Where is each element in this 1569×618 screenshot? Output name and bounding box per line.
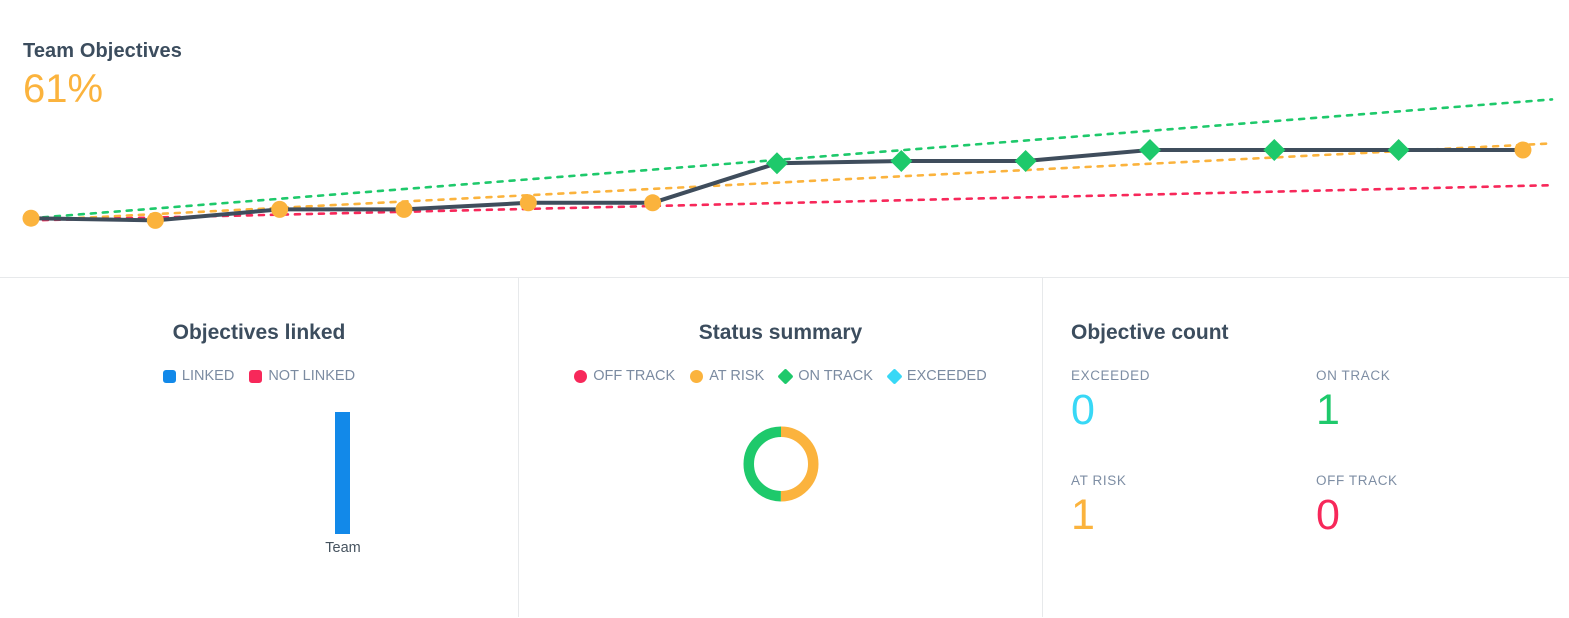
guide-line-at-risk-projection xyxy=(29,142,1554,222)
legend-label-off-track: OFF TRACK xyxy=(593,368,676,384)
stat-at-risk-value: 1 xyxy=(1071,491,1095,539)
data-point-7-on-track[interactable] xyxy=(765,152,788,175)
vertical-divider xyxy=(1042,278,1043,617)
data-point-10-on-track[interactable] xyxy=(1138,139,1161,161)
donut-slice-on-track[interactable] xyxy=(743,426,818,502)
not-linked-square-icon xyxy=(249,369,263,383)
bar-segment-linked[interactable] xyxy=(335,412,350,534)
stat-on-track-value: 1 xyxy=(1316,386,1340,434)
status-donut-chart[interactable] xyxy=(743,426,819,502)
guide-line-off-track-projection xyxy=(29,183,1554,222)
at-risk-circle-icon xyxy=(690,369,704,383)
objectives-linked-panel: Objectives linked LINKED NOT LINKED Team xyxy=(0,278,518,617)
data-point-3-at-risk[interactable] xyxy=(271,200,289,218)
legend-item-at-risk[interactable]: AT RISK xyxy=(690,367,764,385)
legend-item-off-track[interactable]: OFF TRACK xyxy=(574,367,675,385)
data-point-9-on-track[interactable] xyxy=(1014,150,1037,172)
data-point-5-at-risk[interactable] xyxy=(519,194,537,212)
data-point-11-on-track[interactable] xyxy=(1263,139,1286,161)
stat-exceeded: EXCEEDED 0 xyxy=(1071,367,1316,434)
objective-count-title: Objective count xyxy=(1071,321,1229,344)
team-objectives-trend-panel: Team Objectives 61% xyxy=(0,0,1569,278)
bar-category-label: Team xyxy=(325,540,361,556)
exceeded-diamond-icon xyxy=(886,367,903,385)
data-point-2-at-risk[interactable] xyxy=(146,211,164,229)
linked-bar-chart xyxy=(335,412,350,534)
vertical-divider xyxy=(518,278,519,617)
data-point-13-at-risk[interactable] xyxy=(1514,141,1532,159)
data-point-6-at-risk[interactable] xyxy=(644,194,662,212)
overall-progress-value: 61% xyxy=(23,67,104,111)
legend-label-linked: LINKED xyxy=(181,368,235,384)
page-title: Team Objectives xyxy=(23,40,182,62)
stat-at-risk-label: AT RISK xyxy=(1071,473,1127,488)
legend-label-not-linked: NOT LINKED xyxy=(268,368,356,384)
guide-line-on-track-projection xyxy=(29,98,1554,220)
stat-exceeded-value: 0 xyxy=(1071,386,1095,434)
linked-square-icon xyxy=(162,369,176,383)
stat-on-track: ON TRACK 1 xyxy=(1316,367,1561,434)
data-point-1-at-risk[interactable] xyxy=(22,209,40,227)
stat-off-track: OFF TRACK 0 xyxy=(1316,472,1561,539)
status-summary-panel: Status summary OFF TRACK AT RISK ON TRACK E… xyxy=(519,278,1042,617)
legend-item-linked[interactable]: LINKED xyxy=(162,367,235,385)
status-summary-legend: OFF TRACK AT RISK ON TRACK EXCEEDED xyxy=(519,367,1042,385)
legend-item-exceeded[interactable]: EXCEEDED xyxy=(886,367,987,385)
status-donut-wrap xyxy=(519,426,1042,502)
stat-at-risk: AT RISK 1 xyxy=(1071,472,1316,539)
stat-off-track-value: 0 xyxy=(1316,491,1340,539)
stat-off-track-label: OFF TRACK xyxy=(1316,473,1398,488)
data-point-12-on-track[interactable] xyxy=(1387,139,1410,161)
stat-exceeded-label: EXCEEDED xyxy=(1071,368,1151,383)
on-track-diamond-icon xyxy=(777,367,794,385)
summary-panels-row: Objectives linked LINKED NOT LINKED Team… xyxy=(0,278,1569,617)
trend-chart-header: Team Objectives 61% xyxy=(23,40,182,110)
legend-label-on-track: ON TRACK xyxy=(798,368,873,384)
data-point-4-at-risk[interactable] xyxy=(395,200,413,218)
stat-on-track-label: ON TRACK xyxy=(1316,368,1391,383)
legend-label-exceeded: EXCEEDED xyxy=(906,368,987,384)
off-track-circle-icon xyxy=(574,369,588,383)
objectives-linked-title: Objectives linked xyxy=(172,321,346,344)
status-summary-title: Status summary xyxy=(698,321,863,344)
legend-label-at-risk: AT RISK xyxy=(709,368,765,384)
objective-count-grid: EXCEEDED 0 ON TRACK 1 AT RISK 1 OFF TRAC… xyxy=(1071,367,1569,539)
objectives-linked-legend: LINKED NOT LINKED xyxy=(0,367,518,385)
legend-item-not-linked[interactable]: NOT LINKED xyxy=(249,367,355,385)
legend-item-on-track[interactable]: ON TRACK xyxy=(777,367,873,385)
data-point-8-on-track[interactable] xyxy=(890,150,913,172)
trend-line-chart[interactable] xyxy=(0,0,1569,278)
objective-count-panel: Objective count EXCEEDED 0 ON TRACK 1 AT… xyxy=(1043,278,1569,617)
